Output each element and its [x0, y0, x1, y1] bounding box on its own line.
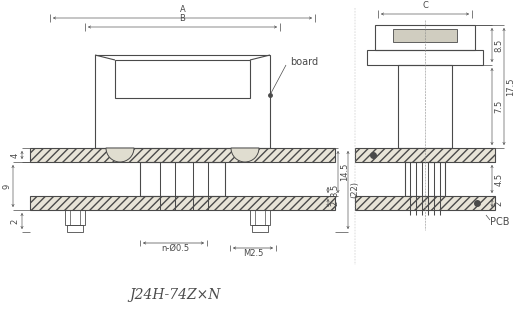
- Text: J24H-74Z×N: J24H-74Z×N: [129, 288, 221, 302]
- Bar: [355, 196, 495, 210]
- Text: C: C: [422, 1, 428, 10]
- Text: 4: 4: [11, 152, 20, 158]
- Text: 7.5: 7.5: [495, 100, 504, 113]
- Text: n-Ø0.5: n-Ø0.5: [161, 243, 189, 253]
- Bar: [405, 162, 445, 196]
- Bar: [355, 148, 495, 162]
- Text: 17.5: 17.5: [506, 77, 515, 96]
- Bar: [250, 210, 270, 225]
- Bar: [252, 225, 268, 232]
- Bar: [140, 162, 225, 196]
- Text: 2: 2: [11, 218, 20, 224]
- Bar: [95, 55, 270, 148]
- Text: (22): (22): [351, 181, 360, 198]
- Text: board: board: [290, 57, 318, 67]
- Bar: [30, 196, 335, 210]
- Text: M2.5: M2.5: [243, 249, 263, 257]
- Wedge shape: [106, 148, 134, 162]
- Text: B: B: [179, 14, 186, 23]
- Text: A: A: [180, 5, 185, 14]
- Text: 8.5: 8.5: [495, 38, 504, 52]
- Text: 9: 9: [2, 183, 11, 189]
- Bar: [67, 225, 83, 232]
- Wedge shape: [231, 148, 259, 162]
- Text: 14.5: 14.5: [341, 163, 350, 181]
- Bar: [367, 50, 483, 65]
- Text: 2: 2: [495, 200, 504, 206]
- Bar: [375, 25, 475, 50]
- Bar: [115, 60, 250, 98]
- Bar: [398, 65, 452, 148]
- Text: 4.5: 4.5: [495, 172, 504, 186]
- Bar: [30, 148, 335, 162]
- Text: 3.5: 3.5: [330, 183, 339, 197]
- Bar: [65, 210, 85, 225]
- Text: PCB: PCB: [490, 217, 509, 227]
- Bar: [393, 29, 457, 42]
- Text: 2: 2: [330, 200, 339, 206]
